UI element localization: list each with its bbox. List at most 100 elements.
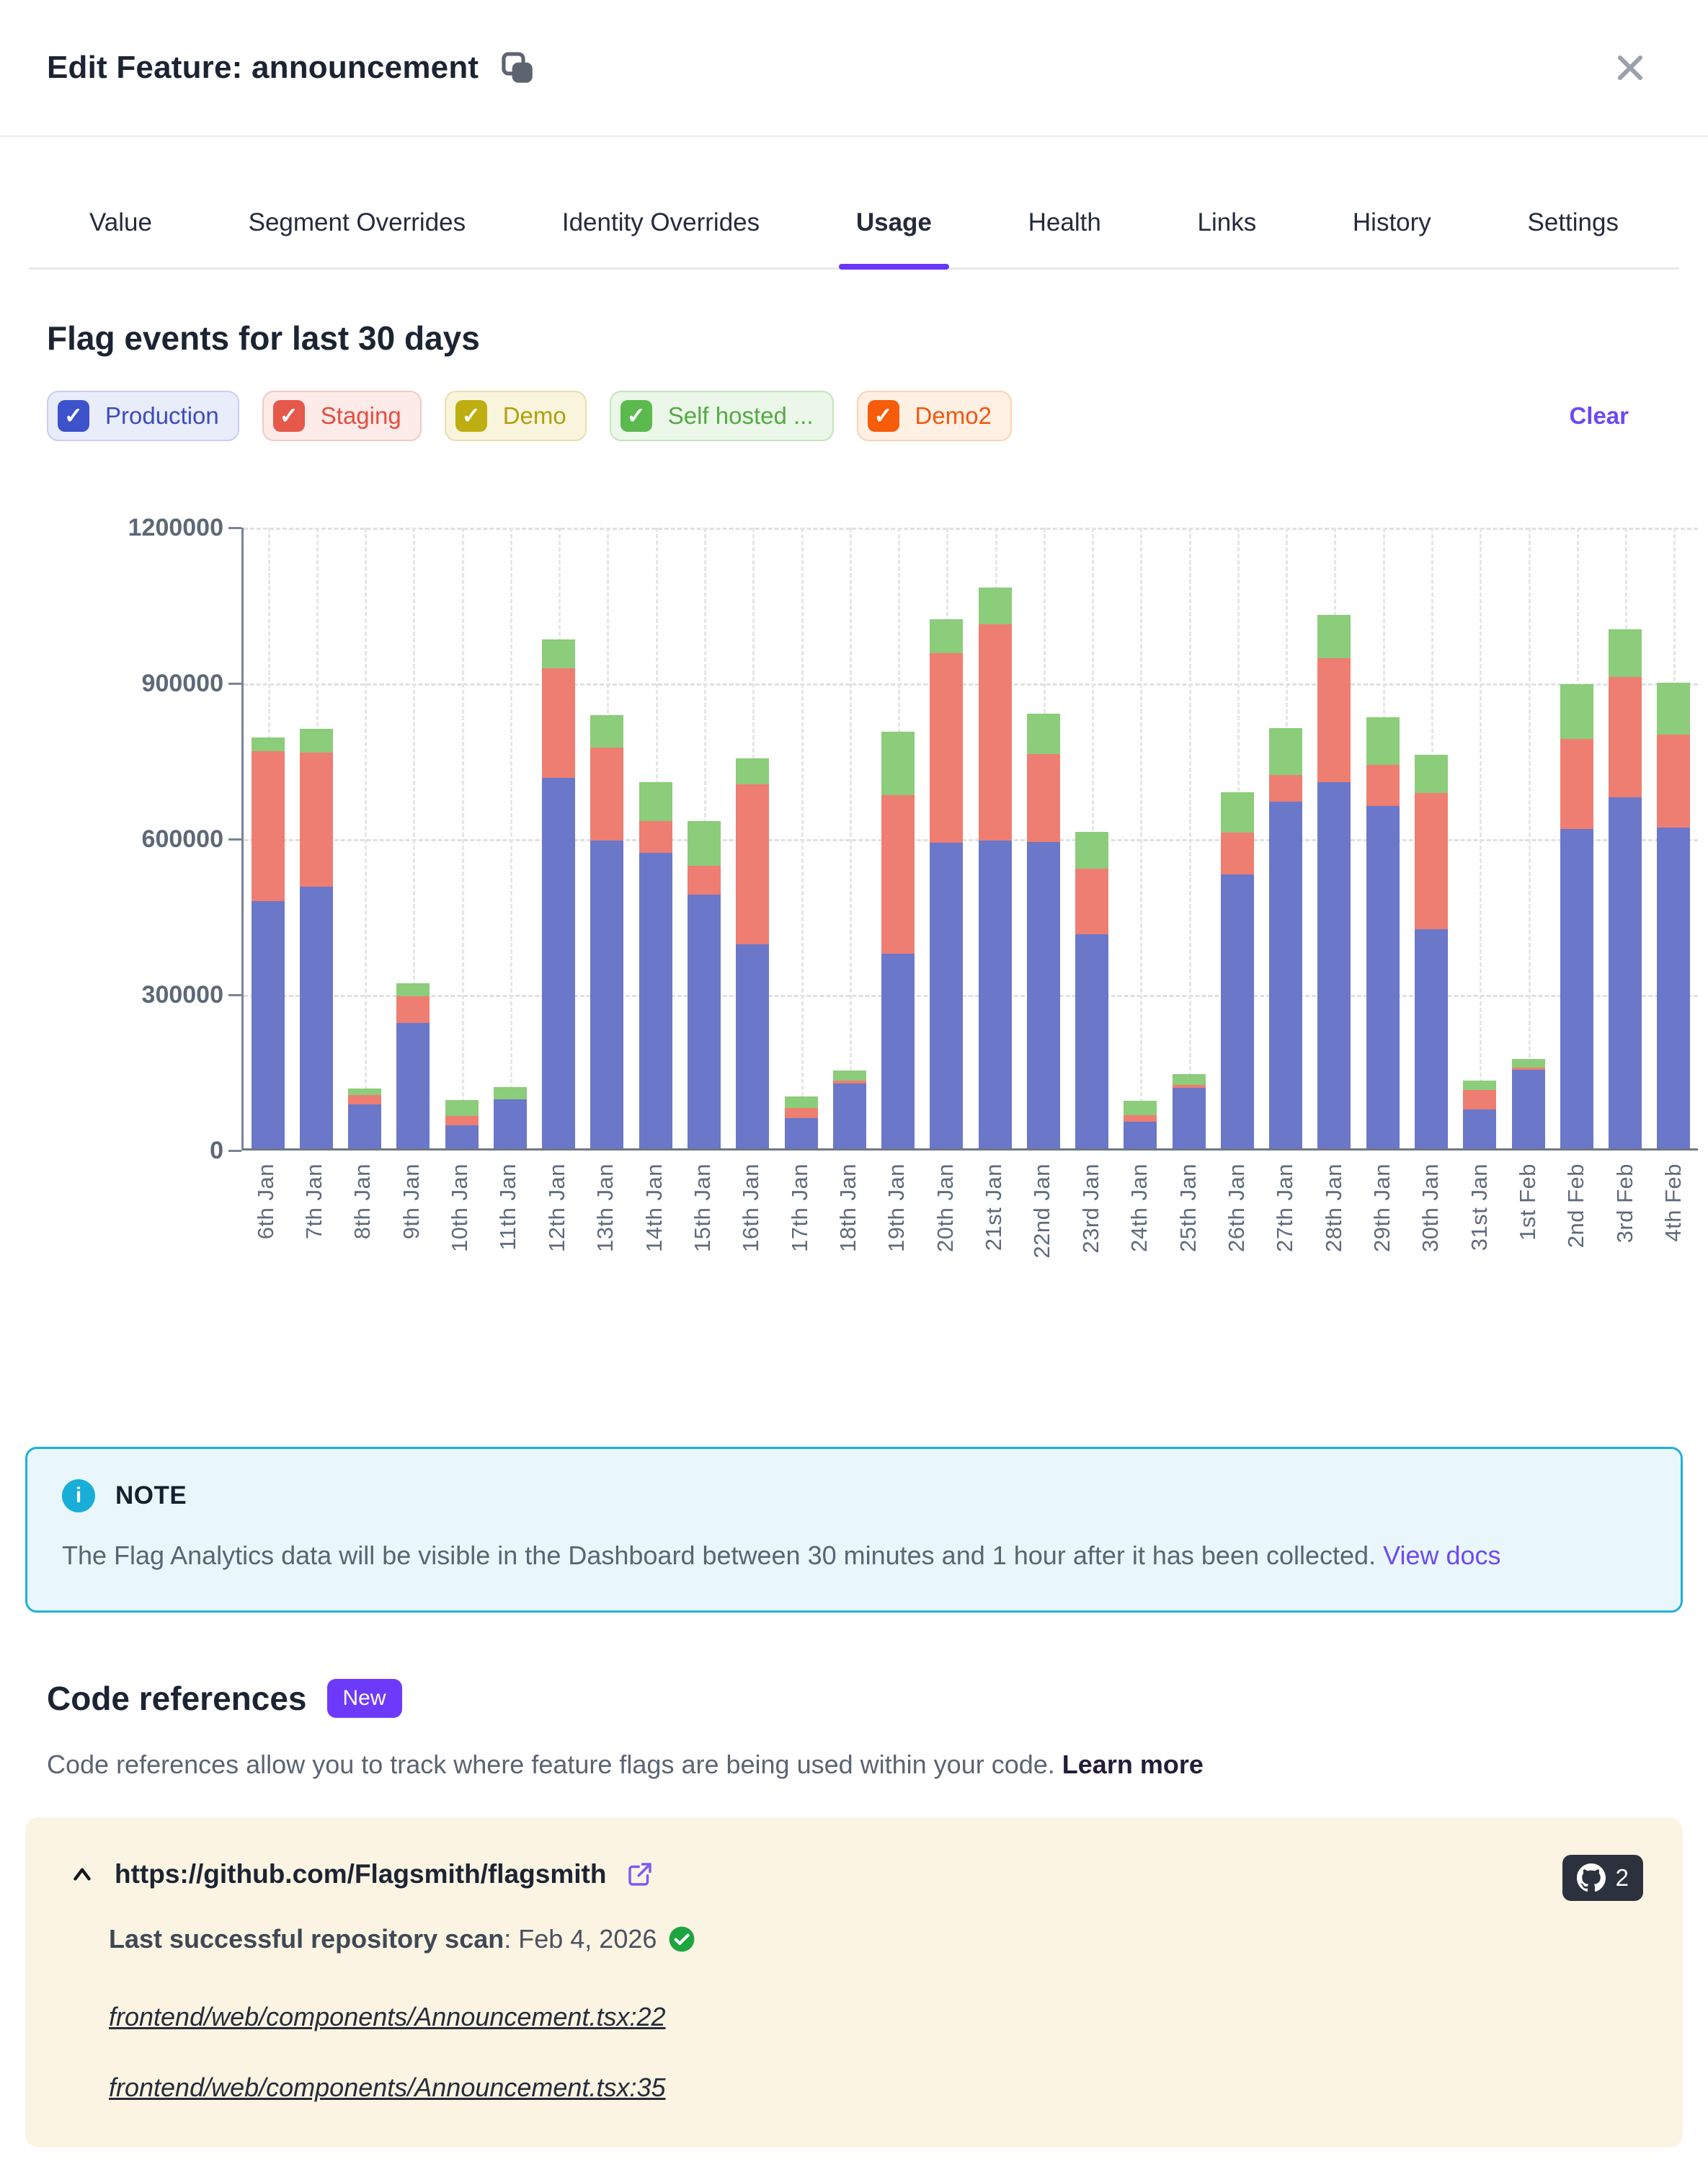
external-link-icon[interactable] [625, 1859, 655, 1889]
close-icon [1617, 55, 1643, 81]
bar-segment-self-hosted [1366, 717, 1400, 765]
bar-3rd-feb[interactable] [1609, 629, 1642, 1148]
bar-segment-self-hosted [1415, 755, 1448, 793]
bar-segment-self-hosted [639, 781, 672, 821]
bar-segment-staging [1317, 657, 1351, 782]
bar-11th-jan[interactable] [493, 1087, 527, 1148]
bar-14th-jan[interactable] [639, 781, 672, 1148]
bar-9th-jan[interactable] [396, 983, 430, 1148]
bar-18th-jan[interactable] [832, 1071, 866, 1148]
x-tick-label: 28th Jan [1320, 1163, 1346, 1252]
page-title: Edit Feature: announcement [47, 50, 479, 85]
usage-section-title: Flag events for last 30 days [47, 319, 480, 357]
bar-segment-production [930, 842, 964, 1148]
bar-segment-production [1220, 874, 1254, 1148]
x-tick-label: 24th Jan [1126, 1163, 1152, 1252]
env-filter-self-hosted[interactable]: ✓ Self hosted ... [609, 391, 834, 441]
checkbox-checked-icon: ✓ [867, 400, 899, 432]
bar-26th-jan[interactable] [1220, 792, 1254, 1148]
github-icon [1576, 1863, 1606, 1892]
bar-19th-jan[interactable] [881, 731, 915, 1148]
bar-segment-self-hosted [1075, 831, 1109, 869]
bar-4th-feb[interactable] [1657, 683, 1691, 1148]
x-tick-label: 25th Jan [1175, 1163, 1201, 1252]
env-filter-label: Staging [320, 402, 401, 429]
bar-29th-jan[interactable] [1366, 717, 1400, 1148]
bar-12th-jan[interactable] [542, 639, 576, 1148]
bar-segment-production [348, 1104, 382, 1148]
bar-13th-jan[interactable] [590, 714, 624, 1148]
bar-1st-feb[interactable] [1511, 1058, 1545, 1148]
tab-history[interactable]: History [1352, 208, 1431, 236]
clear-filters-link[interactable]: Clear [1569, 402, 1629, 429]
bar-segment-staging [784, 1107, 818, 1119]
x-tick-label: 18th Jan [835, 1163, 860, 1252]
env-filters: ✓ Production ✓ Staging ✓ Demo ✓ Self hosted ...… [47, 391, 1661, 441]
learn-more-link[interactable]: Learn more [1062, 1749, 1204, 1779]
copy-icon[interactable] [499, 49, 536, 87]
x-tick-label: 6th Jan [252, 1163, 278, 1240]
bar-23rd-jan[interactable] [1075, 831, 1109, 1148]
tab-usage[interactable]: Usage [838, 208, 949, 270]
env-filter-production[interactable]: ✓ Production [47, 391, 239, 441]
bar-segment-production [493, 1099, 527, 1148]
chevron-up-icon[interactable] [68, 1861, 96, 1888]
tab-links[interactable]: Links [1197, 208, 1257, 236]
repo-url-link[interactable]: https://github.com/Flagsmith/flagsmith [115, 1858, 607, 1889]
bar-segment-production [832, 1083, 866, 1148]
bar-segment-staging [251, 751, 285, 902]
scan-value: : Feb 4, 2026 [504, 1923, 657, 1954]
bar-30th-jan[interactable] [1415, 755, 1448, 1148]
bar-27th-jan[interactable] [1269, 727, 1303, 1148]
x-tick-label: 2nd Feb [1563, 1163, 1589, 1249]
vertical-gridline [849, 528, 852, 1148]
bar-segment-staging [1415, 792, 1448, 930]
bar-20th-jan[interactable] [930, 619, 964, 1148]
bar-22nd-jan[interactable] [1026, 714, 1060, 1148]
scan-row: Last successful repository scan: Feb 4, … [109, 1924, 1643, 1954]
bar-31st-jan[interactable] [1463, 1080, 1497, 1148]
bar-segment-self-hosted [542, 639, 576, 669]
code-reference-file-link[interactable]: frontend/web/components/Announcement.tsx… [109, 2001, 666, 2031]
env-filter-staging[interactable]: ✓ Staging [262, 391, 422, 441]
bar-segment-self-hosted [1609, 629, 1642, 678]
bar-segment-staging [736, 784, 770, 944]
close-button[interactable] [1610, 48, 1650, 88]
x-tick-label: 10th Jan [447, 1163, 473, 1252]
tab-settings[interactable]: Settings [1527, 208, 1619, 236]
tab-health[interactable]: Health [1028, 208, 1101, 236]
checkbox-checked-icon: ✓ [58, 400, 89, 432]
bar-10th-jan[interactable] [445, 1100, 479, 1148]
x-tick-label: 16th Jan [738, 1163, 764, 1252]
bar-segment-self-hosted [251, 737, 285, 752]
bar-segment-production [1269, 802, 1303, 1148]
bar-2nd-feb[interactable] [1560, 683, 1593, 1148]
github-count-badge[interactable]: 2 [1562, 1854, 1643, 1901]
bar-segment-self-hosted [1172, 1074, 1206, 1085]
x-tick-label: 21st Jan [981, 1163, 1007, 1251]
x-tick-label: 3rd Feb [1611, 1163, 1637, 1244]
bar-28th-jan[interactable] [1317, 614, 1351, 1148]
x-labels: 6th Jan 7th Jan 8th Jan 9th Jan 10th Jan 11th… [241, 1156, 1698, 1259]
code-reference-file-link[interactable]: frontend/web/components/Announcement.tsx… [109, 2072, 666, 2102]
view-docs-link[interactable]: View docs [1383, 1541, 1501, 1570]
bar-16th-jan[interactable] [736, 758, 770, 1148]
bar-7th-jan[interactable] [299, 729, 333, 1148]
bar-segment-production [1075, 934, 1109, 1148]
tab-identity-overrides[interactable]: Identity Overrides [561, 208, 760, 236]
tab-value[interactable]: Value [89, 208, 152, 236]
bar-17th-jan[interactable] [784, 1096, 818, 1148]
bar-segment-staging [930, 653, 964, 843]
bar-segment-staging [348, 1094, 382, 1104]
gridline [244, 839, 1698, 841]
bar-25th-jan[interactable] [1172, 1074, 1206, 1148]
new-badge: New [326, 1678, 402, 1718]
bar-6th-jan[interactable] [251, 737, 285, 1148]
env-filter-demo2[interactable]: ✓ Demo2 [856, 391, 1012, 441]
bar-8th-jan[interactable] [348, 1089, 382, 1148]
bar-15th-jan[interactable] [688, 820, 721, 1148]
bar-24th-jan[interactable] [1124, 1100, 1157, 1148]
bar-21st-jan[interactable] [978, 588, 1012, 1148]
env-filter-demo[interactable]: ✓ Demo [444, 391, 587, 441]
tab-segment-overrides[interactable]: Segment Overrides [248, 208, 466, 236]
